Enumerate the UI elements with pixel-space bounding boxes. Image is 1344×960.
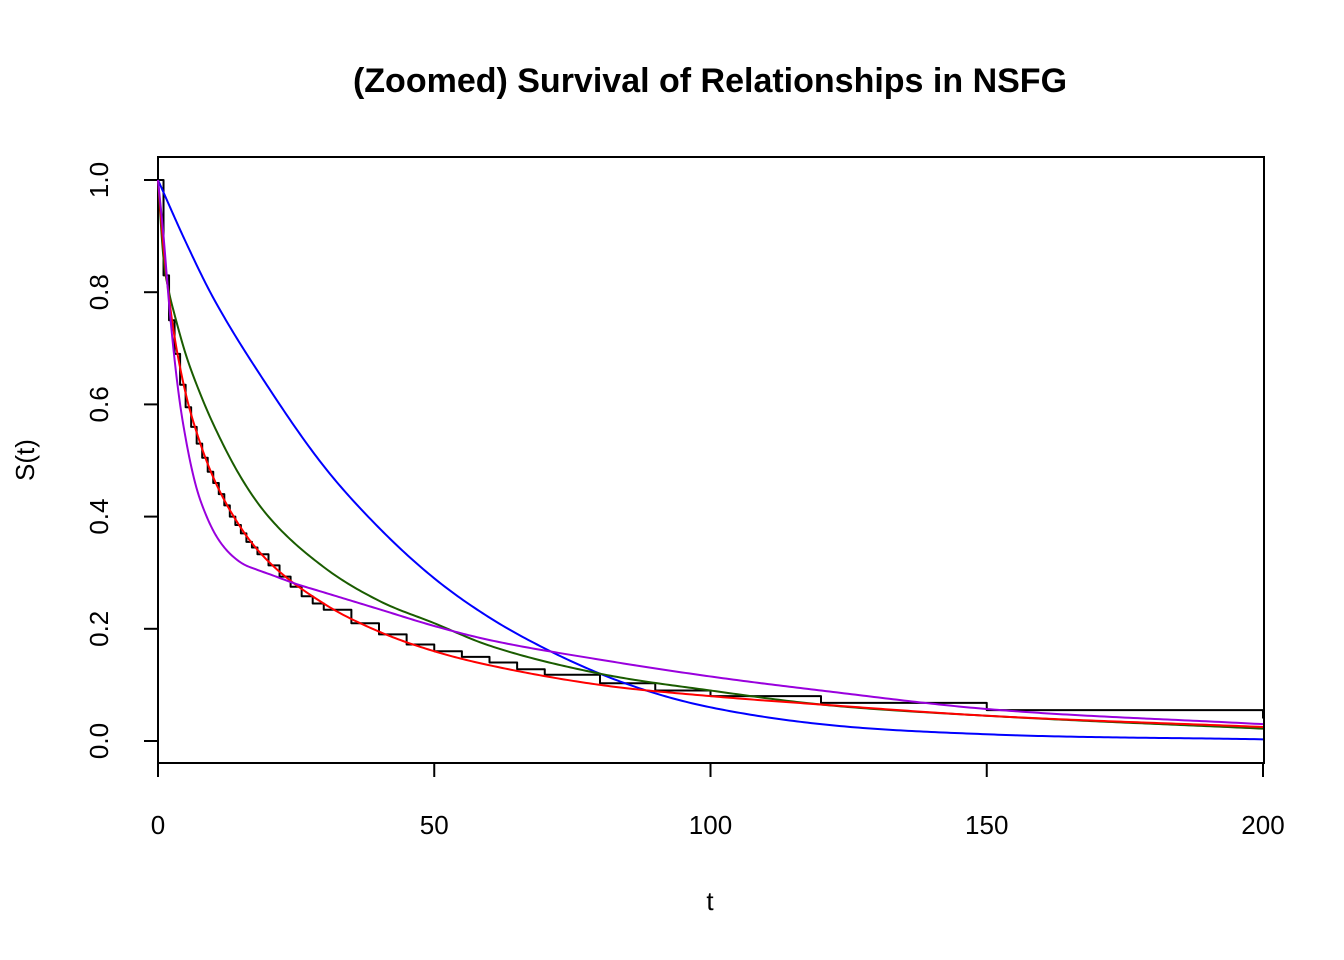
y-axis: 0.0 0.2 0.4 0.6 0.8 1.0 bbox=[84, 162, 159, 759]
chart-title: (Zoomed) Survival of Relationships in NS… bbox=[353, 62, 1067, 100]
x-tick-label: 200 bbox=[1241, 810, 1284, 840]
x-axis: 0 50 100 150 200 bbox=[151, 762, 1285, 840]
y-tick-label: 0.8 bbox=[84, 274, 114, 310]
series-line-2 bbox=[157, 179, 1264, 730]
series-line-3 bbox=[157, 179, 1264, 728]
y-tick-label: 0.6 bbox=[84, 386, 114, 422]
y-tick-label: 0.4 bbox=[84, 499, 114, 535]
x-tick-label: 150 bbox=[965, 810, 1008, 840]
x-tick-label: 50 bbox=[420, 810, 449, 840]
y-axis-label: S(t) bbox=[10, 439, 40, 481]
x-tick-label: 0 bbox=[151, 810, 165, 840]
series-line-0 bbox=[158, 179, 1264, 719]
series-layer bbox=[157, 179, 1264, 741]
series-line-4 bbox=[157, 179, 1264, 726]
series-line-1 bbox=[157, 179, 1264, 741]
y-tick-label: 0.2 bbox=[84, 611, 114, 647]
x-axis-label: t bbox=[706, 886, 714, 916]
x-tick-label: 100 bbox=[689, 810, 732, 840]
y-tick-label: 1.0 bbox=[84, 162, 114, 198]
plot-frame bbox=[157, 156, 1265, 764]
y-tick-label: 0.0 bbox=[84, 723, 114, 759]
